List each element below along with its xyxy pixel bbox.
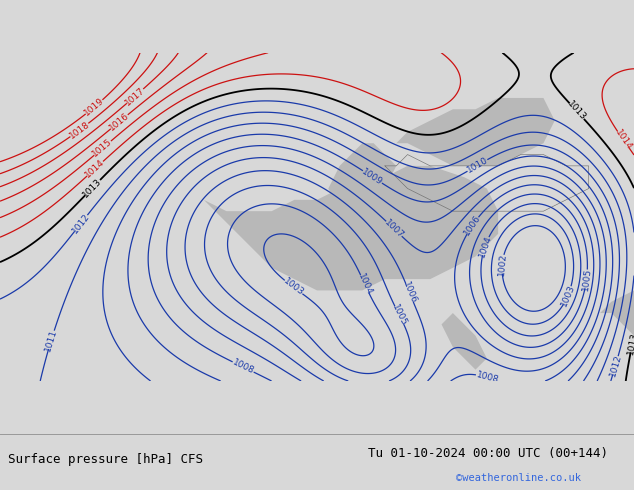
Text: 1015: 1015 (91, 137, 114, 159)
Text: Tu 01-10-2024 00:00 UTC (00+144): Tu 01-10-2024 00:00 UTC (00+144) (368, 447, 608, 460)
Text: 1013: 1013 (626, 331, 634, 355)
Text: 1003: 1003 (559, 283, 576, 308)
Text: 1014: 1014 (613, 128, 633, 152)
Text: 1005: 1005 (581, 267, 592, 291)
Text: 1019: 1019 (82, 96, 106, 118)
Text: 1005: 1005 (390, 303, 408, 327)
Text: ©weatheronline.co.uk: ©weatheronline.co.uk (456, 473, 581, 483)
Text: 1006: 1006 (401, 281, 418, 305)
Text: 1007: 1007 (382, 218, 405, 240)
Text: 1008: 1008 (476, 370, 500, 385)
Text: 1012: 1012 (70, 211, 92, 235)
Text: 1013: 1013 (566, 99, 588, 122)
Text: 1006: 1006 (462, 214, 482, 238)
Text: 1016: 1016 (108, 111, 131, 133)
Text: 1004: 1004 (356, 271, 373, 296)
Text: 1008: 1008 (231, 358, 256, 376)
Text: Surface pressure [hPa] CFS: Surface pressure [hPa] CFS (8, 453, 203, 466)
Text: 1011: 1011 (44, 327, 59, 352)
Text: 1002: 1002 (497, 252, 508, 276)
Text: 1018: 1018 (68, 120, 91, 141)
Text: 1003: 1003 (281, 277, 306, 298)
Text: 1017: 1017 (124, 85, 146, 107)
Text: 1009: 1009 (360, 167, 384, 187)
Text: 1012: 1012 (608, 353, 623, 378)
Text: 1014: 1014 (84, 158, 107, 180)
Text: 1004: 1004 (477, 234, 493, 258)
Text: 1010: 1010 (465, 156, 489, 175)
Text: 1013: 1013 (81, 176, 104, 199)
